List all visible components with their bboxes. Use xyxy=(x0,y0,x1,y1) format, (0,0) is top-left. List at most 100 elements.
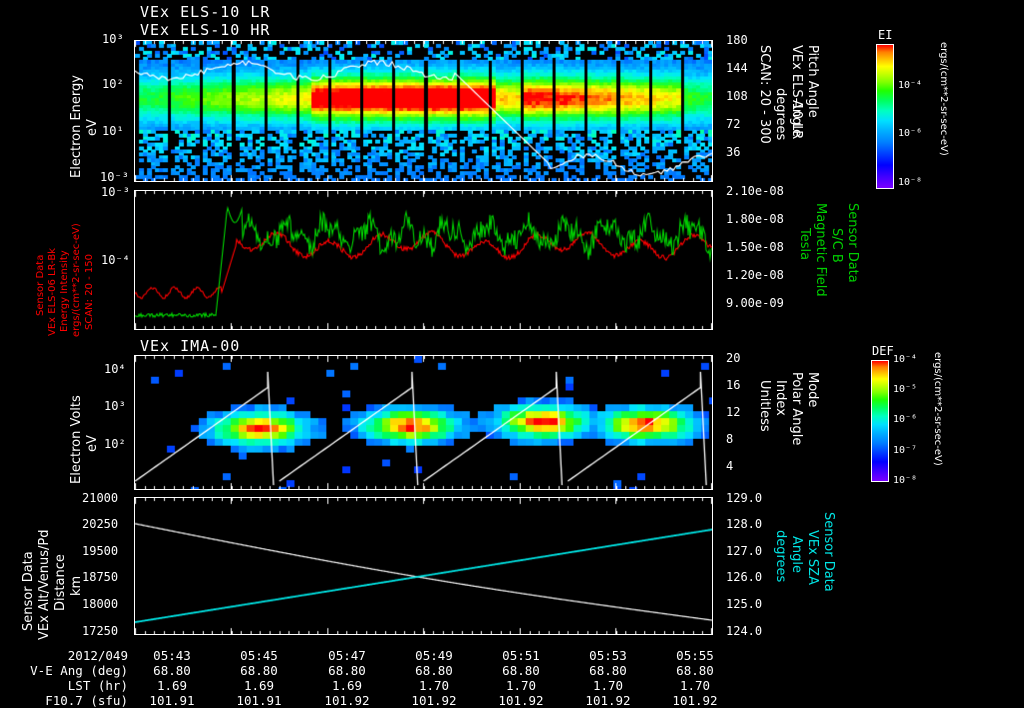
panel1-plot-area[interactable] xyxy=(134,40,713,182)
panel3-ytick-1: 10³ xyxy=(104,399,126,413)
panel2-left-line1: VEx ELS-06 LR-Bk xyxy=(47,247,58,336)
bottom-cell-f107-6: 101.92 xyxy=(672,693,718,708)
panel4-y2tick-1: 128.0 xyxy=(726,517,763,531)
bottom-row-label-lst: LST (hr) xyxy=(67,678,128,693)
panel3-y2tick-1: 16 xyxy=(726,378,741,392)
bottom-cell-lst-2: 1.69 xyxy=(331,678,363,693)
panel3-title: VEx IMA-00 xyxy=(140,337,241,355)
panel2-plot-area[interactable] xyxy=(134,190,713,330)
bottom-cell-lst-3: 1.70 xyxy=(418,678,450,693)
panel3-ytick-2: 10² xyxy=(104,437,126,451)
bottom-row-label-ve-ang: V-E Ang (deg) xyxy=(30,663,128,678)
panel1-colorbar-label: EI xyxy=(878,28,893,42)
panel2-line-canvas xyxy=(135,191,712,329)
panel1-cbtick-2: 10⁻⁸ xyxy=(898,177,923,188)
panel1-left-axis-units: eV xyxy=(85,119,100,136)
panel4-left-line2: Distance xyxy=(53,554,68,611)
panel1-right-axis-line0: Pitch Angle xyxy=(805,45,820,118)
panel4-ytick-5: 17250 xyxy=(82,624,119,638)
panel1-left-axis-name: Electron Energy xyxy=(69,75,84,178)
panel3-y2tick-0: 20 xyxy=(726,351,741,365)
panel3-cbtick-4: 10⁻⁸ xyxy=(893,475,918,486)
panel2-right-line0: Sensor Data xyxy=(845,203,860,283)
panel2-left-line4: SCAN: 20 - 150 xyxy=(84,254,95,330)
panel3-right-line0: Mode xyxy=(805,372,820,408)
panel3-spectrogram-canvas xyxy=(135,356,712,489)
panel4-ytick-2: 19500 xyxy=(82,544,119,558)
panel4-right-line3: degrees xyxy=(773,530,788,583)
panel1-y2tick-4: 36 xyxy=(726,145,741,159)
panel2-left-line0: Sensor Data xyxy=(35,254,46,316)
panel4-y2tick-4: 125.0 xyxy=(726,597,763,611)
panel3-colorbar-units: ergs/(cm**2-sr-sec-eV) xyxy=(932,352,943,466)
panel4-y2tick-5: 124.0 xyxy=(726,624,763,638)
panel4-left-line0: Sensor Data xyxy=(21,551,36,631)
panel1-ytick-bottom: 10⁻³ xyxy=(100,170,129,184)
bottom-cell-lst-6: 1.70 xyxy=(679,678,711,693)
bottom-cell-time-1: 05:45 xyxy=(240,648,278,663)
panel4-left-line1: VEx Alt/Venus/Pd xyxy=(37,529,52,640)
panel4-plot-area[interactable] xyxy=(134,497,713,635)
bottom-cell-f107-0: 101.91 xyxy=(149,693,195,708)
bottom-cell-ve-ang-6: 68.80 xyxy=(676,663,714,678)
panel1-right-axis-line1: VEx ELS-10 LR xyxy=(789,45,804,140)
panel1-colorbar-ticks: 10⁻⁴ 10⁻⁶ 10⁻⁸ xyxy=(898,44,958,189)
panel4-ytick-1: 20250 xyxy=(82,517,119,531)
bottom-cell-time-5: 05:53 xyxy=(589,648,627,663)
panel3-cbtick-2: 10⁻⁶ xyxy=(893,414,918,425)
panel1-spectrogram-canvas xyxy=(135,41,712,181)
panel2-y2tick-2: 1.50e-08 xyxy=(726,240,784,254)
panel4-line-canvas xyxy=(135,498,712,634)
bottom-cell-f107-1: 101.91 xyxy=(236,693,282,708)
bottom-cell-lst-1: 1.69 xyxy=(243,678,275,693)
bottom-cell-f107-3: 101.92 xyxy=(411,693,457,708)
panel3-y2tick-3: 8 xyxy=(726,432,734,446)
panel1-right-axis-line4: SCAN: 20 - 300 xyxy=(757,45,772,144)
bottom-cell-ve-ang-5: 68.80 xyxy=(589,663,627,678)
panel2-y2tick-3: 1.20e-08 xyxy=(726,268,784,282)
panel3-cbtick-0: 10⁻⁴ xyxy=(893,354,918,365)
bottom-row-label-f107: F10.7 (sfu) xyxy=(45,693,128,708)
panel1-ytick-0: 10³ xyxy=(102,32,124,46)
panel3-colorbar-label: DEF xyxy=(872,344,894,358)
panel1-colorbar-units: ergs/(cm**2-sr-sec-eV) xyxy=(938,42,949,156)
panel1-y2tick-3: 72 xyxy=(726,117,741,131)
panel3-left-axis-units: eV xyxy=(85,435,100,452)
panel1-cbtick-1: 10⁻⁶ xyxy=(898,128,923,139)
panel2-right-line1: S/C B xyxy=(829,228,844,263)
panel1-ytick-1: 10² xyxy=(102,77,124,91)
bottom-cell-f107-2: 101.92 xyxy=(324,693,370,708)
panel2-y2tick-0: 2.10e-08 xyxy=(726,184,784,198)
panel2-y2tick-4: 9.00e-09 xyxy=(726,296,784,310)
panel3-plot-area[interactable] xyxy=(134,355,713,490)
panel2-left-line3: ergs/(cm**2-sr-sec-eV) xyxy=(71,223,82,337)
bottom-cell-ve-ang-2: 68.80 xyxy=(328,663,366,678)
bottom-cell-time-0: 05:43 xyxy=(153,648,191,663)
panel2-ytick-1: 10⁻⁴ xyxy=(101,253,130,267)
panel2-right-line2: Magnetic Field xyxy=(813,203,828,297)
panel1-cbtick-0: 10⁻⁴ xyxy=(898,80,923,91)
panel4-right-line1: VEx SZA xyxy=(805,530,820,585)
panel3-left-axis-name: Electron Volts xyxy=(69,395,84,484)
panel3-colorbar xyxy=(871,360,889,482)
panel1-title-lr: VEx ELS-10 LR xyxy=(140,3,271,21)
bottom-cell-f107-5: 101.92 xyxy=(585,693,631,708)
panel1-ytick-2: 10¹ xyxy=(102,124,124,138)
panel1-y2tick-1: 144 xyxy=(726,61,748,75)
panel3-cbtick-1: 10⁻⁵ xyxy=(893,384,918,395)
panel4-right-line2: Angle xyxy=(789,536,804,573)
panel1-right-axis-line2: Angle xyxy=(789,100,804,137)
panel4-ytick-3: 18750 xyxy=(82,570,119,584)
bottom-cell-time-6: 05:55 xyxy=(676,648,714,663)
bottom-cell-f107-4: 101.92 xyxy=(498,693,544,708)
panel4-y2tick-3: 126.0 xyxy=(726,570,763,584)
panel2-right-line3: Tesla xyxy=(797,228,812,261)
bottom-cell-lst-4: 1.70 xyxy=(505,678,537,693)
panel3-y2tick-4: 4 xyxy=(726,459,734,473)
panel1-y2tick-0: 180 xyxy=(726,33,748,47)
panel3-colorbar-ticks: 10⁻⁴ 10⁻⁵ 10⁻⁶ 10⁻⁷ 10⁻⁸ xyxy=(893,354,953,486)
panel2-ytick-0: 10⁻³ xyxy=(101,185,130,199)
panel2-y2tick-1: 1.80e-08 xyxy=(726,212,784,226)
bottom-cell-time-3: 05:49 xyxy=(415,648,453,663)
